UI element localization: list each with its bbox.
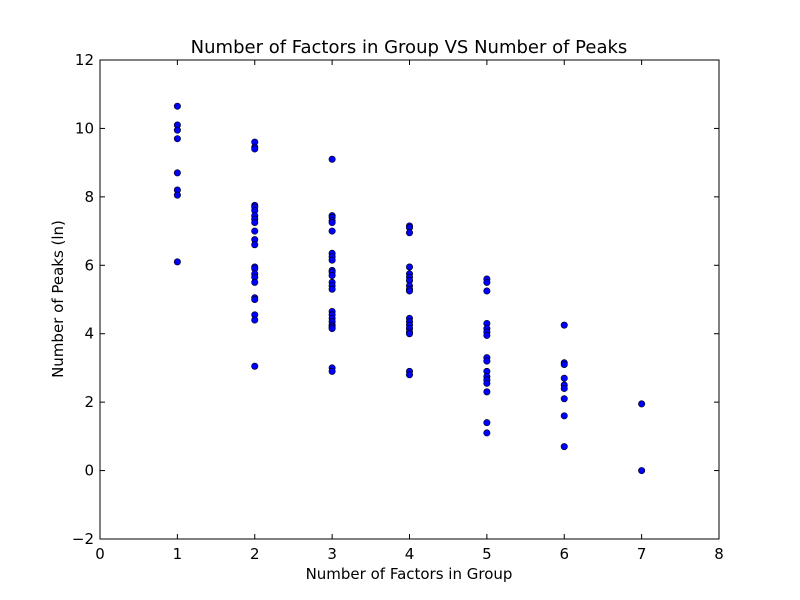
scatter-point — [251, 227, 259, 235]
x-tick-label: 3 — [327, 545, 337, 563]
x-tick-label: 6 — [559, 545, 569, 563]
scatter-point — [405, 263, 413, 271]
scatter-point — [173, 102, 181, 110]
scatter-point — [251, 145, 259, 153]
x-tick-label: 7 — [637, 545, 647, 563]
scatter-point — [483, 278, 491, 286]
scatter-point — [560, 374, 568, 382]
scatter-point — [560, 361, 568, 369]
scatter-point — [328, 272, 336, 280]
scatter-point — [560, 384, 568, 392]
scatter-point — [328, 325, 336, 333]
scatter-point — [638, 467, 646, 475]
x-tick-label: 1 — [173, 545, 183, 563]
scatter-point — [173, 169, 181, 177]
scatter-point — [328, 219, 336, 227]
x-tick-label: 0 — [95, 545, 105, 563]
scatter-point — [328, 256, 336, 264]
x-tick-label: 8 — [714, 545, 724, 563]
plot-frame — [99, 59, 720, 540]
y-tick-label: 4 — [84, 325, 94, 343]
chart-title: Number of Factors in Group VS Number of … — [191, 37, 628, 58]
scatter-point — [483, 331, 491, 339]
scatter-point — [560, 321, 568, 329]
scatter-point — [328, 227, 336, 235]
scatter-point — [405, 330, 413, 338]
y-tick-label: 10 — [75, 119, 94, 137]
y-tick-label: 0 — [84, 462, 94, 480]
data-points — [173, 102, 646, 475]
scatter-point — [328, 367, 336, 375]
y-tick-label: 8 — [84, 188, 94, 206]
x-tick-label: 2 — [250, 545, 260, 563]
scatter-point — [173, 258, 181, 266]
scatter-point — [483, 388, 491, 396]
scatter-point — [251, 278, 259, 286]
scatter-point — [483, 419, 491, 427]
scatter-point — [251, 295, 259, 303]
scatter-point — [328, 155, 336, 163]
scatter-point — [405, 229, 413, 237]
y-axis-label: Number of Peaks (ln) — [49, 220, 67, 378]
y-tick-label: −2 — [72, 530, 94, 548]
scatter-point — [173, 126, 181, 134]
scatter-point — [173, 135, 181, 143]
scatter-point — [405, 371, 413, 379]
x-tick-label: 4 — [405, 545, 415, 563]
scatter-point — [560, 443, 568, 451]
x-axis-label: Number of Factors in Group — [306, 565, 513, 583]
scatter-point — [173, 191, 181, 199]
scatter-point — [483, 429, 491, 437]
scatter-point — [328, 285, 336, 293]
x-tick-label: 5 — [482, 545, 492, 563]
scatter-point — [560, 395, 568, 403]
y-tick-label: 2 — [84, 393, 94, 411]
scatter-point — [251, 362, 259, 370]
scatter-point — [638, 400, 646, 408]
scatter-point — [483, 287, 491, 295]
scatter-point — [251, 241, 259, 249]
scatter-point — [251, 316, 259, 324]
scatter-point — [483, 357, 491, 365]
y-tick-label: 6 — [84, 256, 94, 274]
scatter-point — [560, 412, 568, 420]
y-tick-label: 12 — [75, 51, 94, 69]
scatter-point — [483, 379, 491, 387]
scatter-point — [251, 219, 259, 227]
scatter-point — [405, 287, 413, 295]
